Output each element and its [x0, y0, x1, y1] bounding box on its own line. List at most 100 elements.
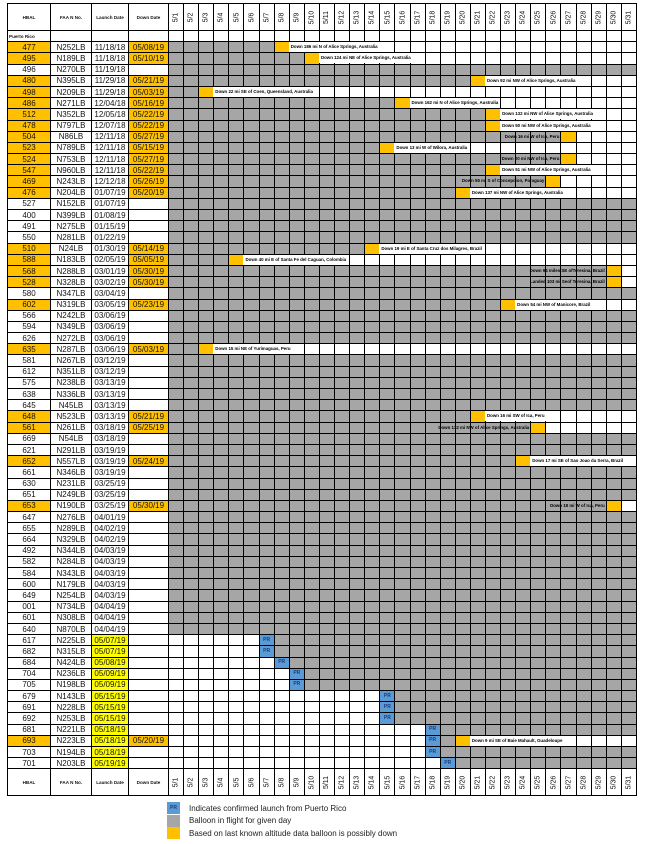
down-cell: Down 15 mi NE of Yurimaguas, Peru — [198, 343, 293, 356]
in-flight-cell — [605, 690, 622, 703]
table-row[interactable]: 582 N284LB 04/03/19 — [7, 555, 637, 569]
in-flight-cell — [620, 690, 637, 703]
down-cell: Down 92 mi NW of Alice Springs, Australi… — [469, 74, 578, 87]
down-location-note: Down 20 mi NW of Ica, Peru — [501, 156, 560, 162]
in-flight-cell — [469, 578, 486, 591]
table-row[interactable]: 584 N343LB 04/03/19 — [7, 566, 637, 580]
table-row[interactable]: 684 N424LB 05/08/19 PR — [7, 656, 637, 669]
table-row[interactable]: 701 N203LB 05/19/19 PR — [7, 757, 637, 770]
day-cell — [500, 97, 517, 110]
table-row[interactable]: 524 N753LB 12/11/18 05/27/19 Down 20 mi NW o… — [7, 153, 637, 166]
in-flight-cell — [364, 74, 381, 87]
table-row[interactable]: 601 N308LB 04/04/19 — [7, 611, 637, 624]
table-row[interactable]: 703 N194LB 05/18/19 PR — [7, 745, 637, 759]
table-row[interactable]: 581 N267LB 03/12/19 — [7, 354, 637, 367]
table-row[interactable]: 652 N557LB 03/19/19 05/24/19 Down 17 mi SE o… — [7, 455, 637, 468]
in-flight-cell — [183, 52, 200, 65]
table-row[interactable]: 512 N352LB 12/05/18 05/22/19 Down 132 mi NW … — [7, 108, 637, 121]
table-row[interactable]: 491 N275LB 01/15/19 — [7, 220, 637, 233]
table-row[interactable]: 630 N231LB 03/25/19 — [7, 477, 637, 490]
table-row[interactable]: 600 N179LB 04/03/19 — [7, 578, 637, 591]
day-cell — [349, 343, 366, 356]
table-row[interactable]: 645 N45LB 03/13/19 — [7, 399, 637, 412]
table-row[interactable]: 692 N253LB 05/15/19 PR — [7, 712, 637, 725]
in-flight-cell — [590, 63, 607, 76]
table-row[interactable]: 669 N54LB 03/18/19 — [7, 432, 637, 445]
table-row[interactable]: 664 N329LB 04/02/19 — [7, 533, 637, 546]
in-flight-cell — [409, 399, 426, 412]
hbal-cell: 612 — [7, 365, 51, 378]
in-flight-cell — [424, 656, 441, 669]
day-cell — [545, 421, 562, 434]
table-row[interactable]: 682 N315LB 05/07/19 PR — [7, 645, 637, 658]
in-flight-cell — [198, 443, 215, 457]
table-row[interactable]: 626 N272LB 03/06/19 — [7, 332, 637, 345]
table-row[interactable]: 693 N223LB 05/18/19 05/20/19 PR Down 9 mi SE … — [7, 734, 637, 748]
table-row[interactable]: 635 N287LB 03/06/19 05/03/19 Down 15 mi NE o… — [7, 343, 637, 356]
table-row[interactable]: 655 N289LB 04/02/19 — [7, 522, 637, 535]
table-row[interactable]: 504 N86LB 12/11/18 05/27/19 Down 16 mi W of … — [7, 130, 637, 143]
table-row[interactable]: 617 N225LB 05/07/19 PR — [7, 634, 637, 647]
table-row[interactable]: 527 N152LB 01/07/19 — [7, 197, 637, 211]
in-flight-cell — [575, 622, 592, 636]
in-flight-cell — [258, 387, 275, 401]
table-row[interactable]: 649 N254LB 04/03/19 — [7, 589, 637, 602]
table-row[interactable]: 612 N351LB 03/12/19 — [7, 365, 637, 378]
table-row[interactable]: 568 N288LB 03/01/19 05/30/19 Down 94 miles S… — [7, 264, 637, 278]
day-label: 5/21 — [474, 10, 482, 24]
table-row[interactable]: 477 N252LB 11/18/18 05/08/19 Down 186 mi N o… — [7, 41, 637, 54]
table-row[interactable]: 588 N183LB 02/05/19 05/05/19 Down 40 mi E of… — [7, 253, 637, 266]
table-row[interactable]: 704 N236LB 05/09/19 PR — [7, 667, 637, 680]
table-row[interactable]: 486 N271LB 12/04/18 05/16/19 Down 162 mi N o… — [7, 97, 637, 110]
table-row[interactable]: 647 N276LB 04/01/19 — [7, 511, 637, 524]
table-row[interactable]: 495 N189LB 11/18/18 05/10/19 Down 124 mi NE … — [7, 52, 637, 65]
table-row[interactable]: 661 N346LB 03/19/19 — [7, 466, 637, 479]
table-row[interactable]: 528 N328LB 03/02/19 05/30/19 Landed 103 mi S… — [7, 276, 637, 289]
in-flight-cell — [167, 455, 185, 468]
table-row[interactable]: 640 N870LB 04/04/19 — [7, 622, 637, 636]
in-flight-cell — [439, 376, 456, 390]
table-row[interactable]: 400 N399LB 01/08/19 — [7, 208, 637, 222]
table-row[interactable]: 550 N281LB 01/22/19 — [7, 231, 637, 244]
table-row[interactable]: 476 N204LB 01/07/19 05/20/19 Down 137 mi NW … — [7, 186, 637, 199]
table-row[interactable]: 653 N190LB 03/25/19 05/30/19 Down 18 mi W of… — [7, 499, 637, 513]
in-flight-cell — [575, 600, 592, 613]
table-row[interactable]: 691 N228LB 05/15/19 PR — [7, 701, 637, 714]
table-row[interactable]: 648 N523LB 03/13/19 05/21/19 Down 16 mi SW o… — [7, 410, 637, 423]
table-row[interactable]: 580 N347LB 03/04/19 — [7, 287, 637, 300]
in-flight-cell — [288, 220, 305, 233]
table-row[interactable]: 498 N209LB 11/29/18 05/03/19 Down 22 mi SE o… — [7, 85, 637, 99]
day-cell — [198, 712, 215, 725]
table-row[interactable]: 523 N789LB 12/11/18 05/15/19 Down 13 mi W of… — [7, 141, 637, 155]
table-row[interactable]: 575 N238LB 03/13/19 — [7, 376, 637, 390]
table-row[interactable]: 679 N143LB 05/15/19 PR — [7, 690, 637, 703]
in-flight-cell — [318, 298, 336, 311]
in-flight-cell — [273, 499, 290, 513]
table-row[interactable]: 496 N270LB 11/19/18 — [7, 63, 637, 76]
table-row[interactable]: 705 N198LB 05/09/19 PR — [7, 678, 637, 692]
table-row[interactable]: 594 N349LB 03/06/19 — [7, 320, 637, 334]
table-row[interactable]: 651 N249LB 03/25/19 — [7, 488, 637, 501]
table-row[interactable]: 469 N243LB 12/12/18 05/26/19 Down 55 mi S of… — [7, 175, 637, 188]
table-row[interactable]: 480 N395LB 11/29/18 05/21/19 Down 92 mi NW o… — [7, 74, 637, 87]
day-cell — [198, 701, 215, 714]
table-row[interactable]: 602 N319LB 03/05/19 05/23/19 Down 54 mi NW o… — [7, 298, 637, 311]
table-row[interactable]: 492 N344LB 04/03/19 — [7, 544, 637, 557]
header-hbal: HBAL — [7, 3, 51, 31]
table-row[interactable]: 510 N24LB 01/30/19 05/14/19 Down 19 mi E of … — [7, 242, 637, 255]
in-flight-cell — [439, 153, 456, 166]
table-row[interactable]: 547 N960LB 12/11/18 05/22/19 Down 51 mi NW o… — [7, 164, 637, 177]
in-flight-cell — [228, 365, 245, 378]
table-row[interactable]: 001 N734LB 04/04/19 — [7, 600, 637, 613]
table-row[interactable]: 478 N797LB 12/07/18 05/22/19 Down 50 mi NW o… — [7, 119, 637, 132]
table-row[interactable]: 681 N221LB 05/18/19 PR — [7, 723, 637, 736]
in-flight-cell — [258, 130, 275, 143]
table-row[interactable]: 561 N261LB 03/18/19 05/25/19 Down 132 mi NW … — [7, 421, 637, 434]
in-flight-cell — [273, 533, 290, 546]
in-flight-cell — [288, 410, 305, 423]
table-row[interactable]: 566 N242LB 03/06/19 — [7, 309, 637, 322]
in-flight-cell — [515, 153, 532, 166]
table-row[interactable]: 621 N291LB 03/19/19 — [7, 443, 637, 457]
table-row[interactable]: 638 N336LB 03/13/19 — [7, 387, 637, 401]
day-cell — [620, 186, 637, 199]
